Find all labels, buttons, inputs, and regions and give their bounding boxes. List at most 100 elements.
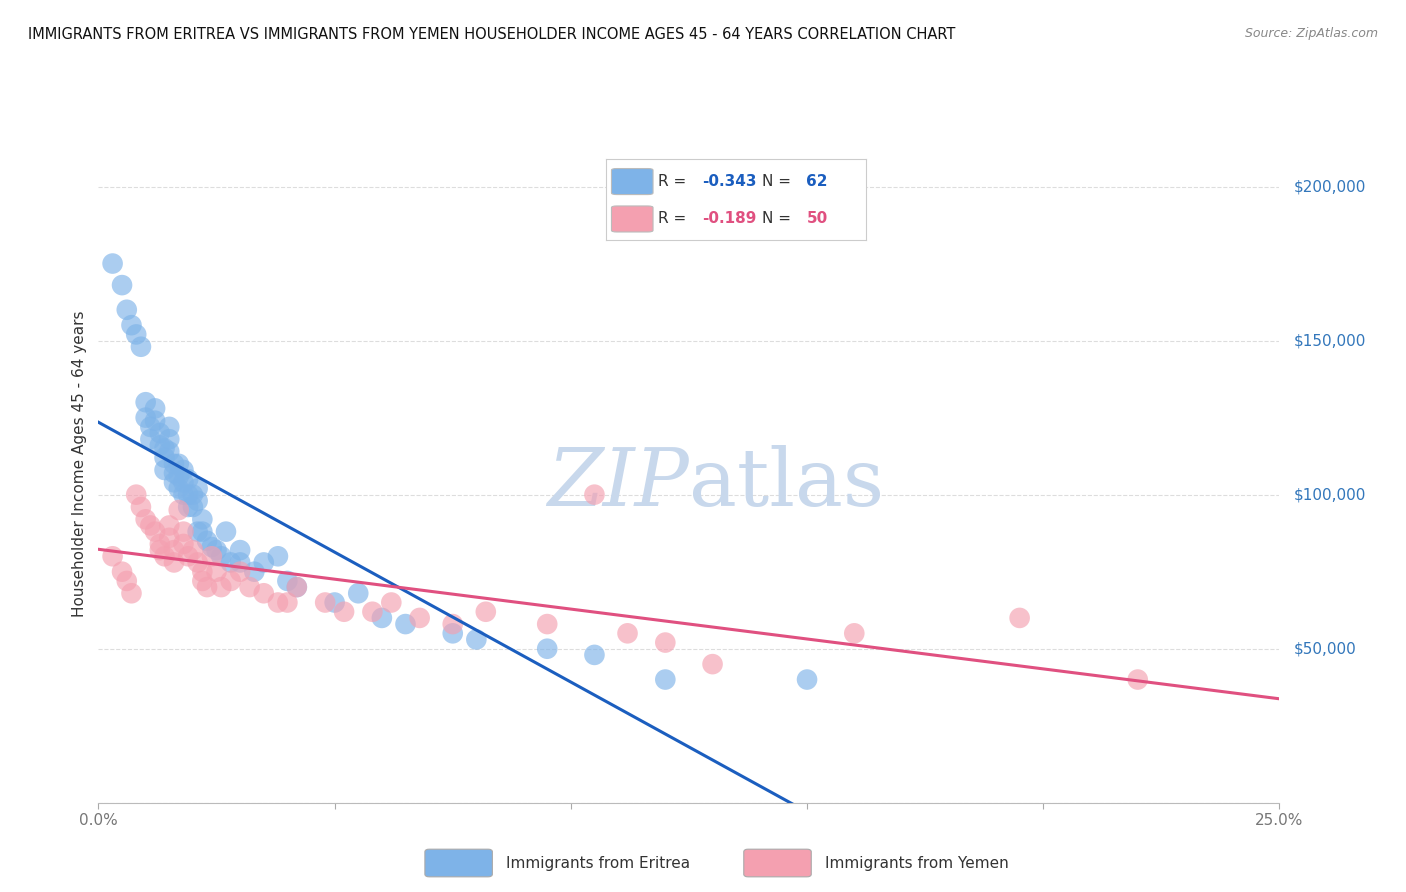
Text: $100,000: $100,000 <box>1294 487 1365 502</box>
Point <box>285 580 308 594</box>
Point <box>177 488 200 502</box>
Point <box>163 457 186 471</box>
Text: -0.343: -0.343 <box>703 174 756 189</box>
Point <box>121 586 143 600</box>
Point <box>583 488 606 502</box>
Point <box>139 420 162 434</box>
Point <box>285 580 308 594</box>
Point <box>187 556 209 570</box>
Point <box>253 556 276 570</box>
Point <box>153 442 176 456</box>
Text: N =: N = <box>762 211 796 227</box>
Text: -0.189: -0.189 <box>703 211 756 227</box>
Point <box>267 549 290 564</box>
Point <box>1008 611 1031 625</box>
Point <box>157 444 180 458</box>
Point <box>314 595 336 609</box>
Point <box>177 472 200 486</box>
Point <box>209 549 232 564</box>
Text: ZIP: ZIP <box>547 445 689 523</box>
Point <box>172 537 194 551</box>
Point <box>129 340 152 354</box>
Point <box>229 543 252 558</box>
Point <box>172 475 194 490</box>
Point <box>475 605 498 619</box>
Point <box>229 556 252 570</box>
Point <box>219 574 242 588</box>
Point <box>181 488 204 502</box>
Point <box>187 524 209 539</box>
Point <box>153 463 176 477</box>
Point <box>167 482 190 496</box>
Point <box>149 438 172 452</box>
Point <box>135 410 157 425</box>
Point <box>125 488 148 502</box>
Point <box>177 500 200 514</box>
Text: $150,000: $150,000 <box>1294 333 1365 348</box>
Point <box>167 503 190 517</box>
Point <box>172 488 194 502</box>
Point <box>195 580 218 594</box>
FancyBboxPatch shape <box>612 169 652 194</box>
Point <box>276 595 298 609</box>
Point <box>347 586 370 600</box>
Point <box>129 500 152 514</box>
Point <box>163 466 186 480</box>
Point <box>253 586 276 600</box>
Text: atlas: atlas <box>689 445 884 524</box>
Point <box>441 626 464 640</box>
Point <box>205 565 228 579</box>
Point <box>121 318 143 333</box>
Point <box>167 457 190 471</box>
Point <box>181 543 204 558</box>
Point <box>441 617 464 632</box>
Point <box>172 524 194 539</box>
Point <box>177 549 200 564</box>
Text: Immigrants from Yemen: Immigrants from Yemen <box>825 856 1008 871</box>
Point <box>583 648 606 662</box>
Point <box>163 556 186 570</box>
Point <box>371 611 394 625</box>
Point <box>153 549 176 564</box>
Point <box>796 673 818 687</box>
Point <box>125 327 148 342</box>
Point <box>276 574 298 588</box>
Point <box>380 595 402 609</box>
Point <box>536 617 558 632</box>
Point <box>149 425 172 440</box>
Point <box>143 401 166 416</box>
Point <box>465 632 488 647</box>
Point <box>702 657 724 672</box>
Point <box>209 580 232 594</box>
Point <box>167 469 190 483</box>
Point <box>361 605 384 619</box>
Point <box>115 302 138 317</box>
Text: Source: ZipAtlas.com: Source: ZipAtlas.com <box>1244 27 1378 40</box>
Point <box>115 574 138 588</box>
Point <box>333 605 356 619</box>
Point <box>135 512 157 526</box>
Point <box>243 565 266 579</box>
Point <box>157 531 180 545</box>
Point <box>191 565 214 579</box>
Point <box>205 543 228 558</box>
Point <box>143 524 166 539</box>
Point <box>163 543 186 558</box>
Point <box>408 611 430 625</box>
FancyBboxPatch shape <box>612 206 652 232</box>
Point <box>139 432 162 446</box>
Point <box>229 565 252 579</box>
Point <box>149 537 172 551</box>
Text: R =: R = <box>658 211 692 227</box>
Point <box>157 432 180 446</box>
Text: R =: R = <box>658 174 692 189</box>
Point <box>201 540 224 554</box>
Point <box>267 595 290 609</box>
Y-axis label: Householder Income Ages 45 - 64 years: Householder Income Ages 45 - 64 years <box>72 310 87 617</box>
Point <box>163 475 186 490</box>
Point <box>239 580 262 594</box>
Point <box>139 518 162 533</box>
Point <box>195 533 218 548</box>
Point <box>191 512 214 526</box>
Point <box>143 414 166 428</box>
